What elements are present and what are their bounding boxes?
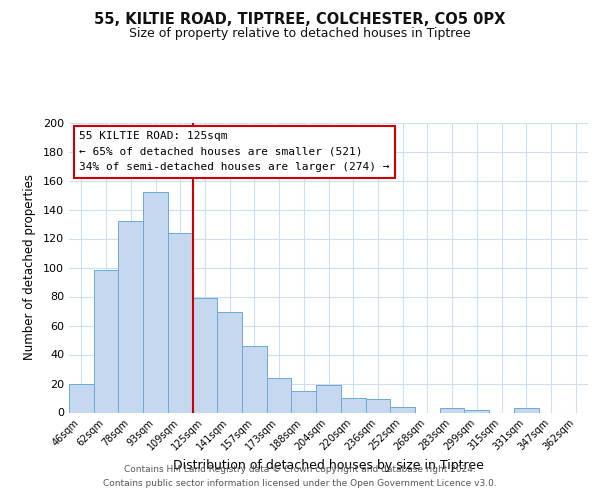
Text: 55, KILTIE ROAD, TIPTREE, COLCHESTER, CO5 0PX: 55, KILTIE ROAD, TIPTREE, COLCHESTER, CO…: [94, 12, 506, 28]
Bar: [514, 408, 539, 412]
Bar: [341, 398, 365, 412]
Text: Contains HM Land Registry data © Crown copyright and database right 2024.
Contai: Contains HM Land Registry data © Crown c…: [103, 466, 497, 487]
Text: 55 KILTIE ROAD: 125sqm
← 65% of detached houses are smaller (521)
34% of semi-de: 55 KILTIE ROAD: 125sqm ← 65% of detached…: [79, 131, 390, 172]
Bar: [94, 270, 118, 412]
Bar: [242, 346, 267, 412]
Bar: [390, 406, 415, 412]
Bar: [440, 408, 464, 412]
Bar: [267, 378, 292, 412]
Bar: [217, 312, 242, 412]
Bar: [168, 232, 193, 412]
Bar: [464, 410, 489, 412]
Bar: [118, 221, 143, 412]
Bar: [69, 384, 94, 412]
Bar: [365, 400, 390, 412]
Bar: [292, 391, 316, 412]
Y-axis label: Number of detached properties: Number of detached properties: [23, 174, 36, 360]
Bar: [193, 298, 217, 412]
X-axis label: Distribution of detached houses by size in Tiptree: Distribution of detached houses by size …: [173, 460, 484, 472]
Bar: [143, 192, 168, 412]
Text: Size of property relative to detached houses in Tiptree: Size of property relative to detached ho…: [129, 28, 471, 40]
Bar: [316, 385, 341, 412]
